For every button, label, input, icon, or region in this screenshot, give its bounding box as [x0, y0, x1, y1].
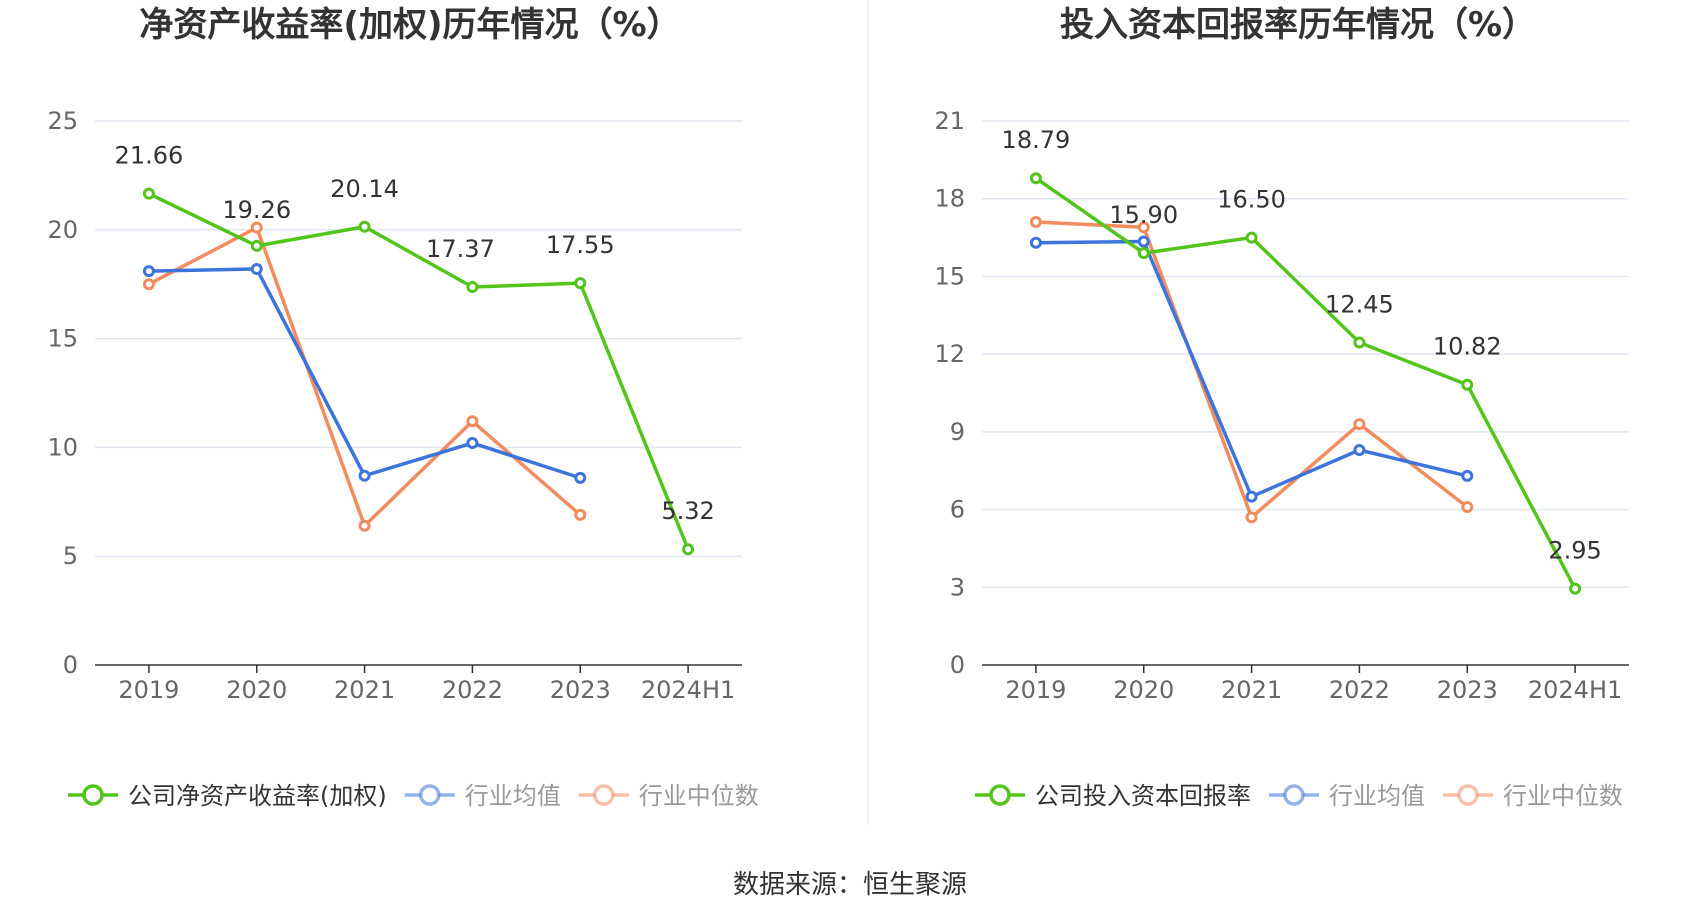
x-tick-label: 2024H1: [1528, 676, 1622, 704]
legend-label: 公司净资产收益率(加权): [128, 782, 387, 810]
data-point: [1029, 216, 1042, 229]
data-label: 19.26: [222, 196, 291, 224]
y-tick-label: 25: [47, 107, 78, 135]
y-tick-label: 18: [934, 185, 965, 213]
data-point: [1353, 443, 1366, 456]
data-point: [358, 220, 371, 233]
data-point: [250, 221, 263, 234]
x-tick-label: 2024H1: [641, 676, 735, 704]
data-point: [142, 265, 155, 278]
y-tick-label: 21: [934, 107, 965, 135]
data-point: [574, 277, 587, 290]
y-tick-label: 0: [63, 651, 78, 679]
data-point: [574, 508, 587, 521]
data-point: [574, 471, 587, 484]
legend-label: 行业均值: [1329, 782, 1425, 810]
data-point: [1245, 231, 1258, 244]
roe-chart-panel: 净资产收益率(加权)历年情况（%） 0 5 10 15 20 25 2019 2020 2021 2…: [47, 5, 758, 810]
series-line: [148, 267, 581, 480]
data-point: [142, 187, 155, 200]
data-point: [1137, 221, 1150, 234]
data-point: [466, 281, 479, 294]
data-label: 17.37: [426, 235, 495, 263]
data-point: [682, 543, 695, 556]
y-tick-label: 15: [934, 262, 965, 290]
legend: 公司投入资本回报率 行业均值 行业中位数: [975, 782, 1623, 810]
data-source-note: 数据来源：恒生聚源: [733, 870, 967, 900]
data-point: [1569, 582, 1582, 595]
data-label: 5.32: [661, 497, 714, 525]
legend-marker-icon: [82, 784, 104, 806]
y-tick-label: 6: [950, 496, 965, 524]
x-tick-label: 2019: [1005, 676, 1066, 704]
y-tick-label: 12: [934, 340, 965, 368]
data-point: [1461, 500, 1474, 513]
data-point: [1137, 247, 1150, 260]
x-tick-label: 2022: [442, 676, 503, 704]
data-label: 16.50: [1217, 186, 1286, 214]
data-label: 17.55: [546, 231, 615, 259]
y-tick-label: 20: [47, 216, 78, 244]
data-point: [1029, 172, 1042, 185]
y-tick-label: 0: [950, 651, 965, 679]
data-point: [466, 437, 479, 450]
series-line: [148, 192, 690, 550]
legend-label: 行业均值: [465, 782, 561, 810]
data-point: [358, 519, 371, 532]
data-point: [250, 239, 263, 252]
x-tick-label: 2023: [1437, 676, 1498, 704]
y-tick-label: 5: [63, 542, 78, 570]
data-point: [142, 278, 155, 291]
legend-label: 行业中位数: [1503, 782, 1623, 810]
x-tick-label: 2020: [226, 676, 287, 704]
legend-marker-icon: [989, 784, 1011, 806]
data-point: [1245, 490, 1258, 503]
data-point: [1461, 378, 1474, 391]
data-label: 2.95: [1548, 537, 1601, 565]
legend-label: 行业中位数: [639, 782, 759, 810]
legend-marker-icon: [1457, 784, 1479, 806]
data-label: 18.79: [1002, 126, 1071, 154]
data-point: [1137, 235, 1150, 248]
x-tick-label: 2020: [1113, 676, 1174, 704]
chart-title: 投入资本回报率历年情况（%）: [1060, 5, 1536, 45]
legend-marker-icon: [592, 784, 615, 806]
data-label: 15.90: [1109, 201, 1178, 229]
y-tick-label: 15: [47, 325, 78, 353]
x-tick-label: 2022: [1329, 676, 1390, 704]
roic-chart-panel: 投入资本回报率历年情况（%） 0 3 6 9 12 15 18 21 2019 2020 2021 20…: [934, 5, 1629, 810]
y-tick-label: 3: [950, 573, 965, 601]
y-tick-label: 9: [950, 418, 965, 446]
data-point: [1461, 469, 1474, 482]
data-label: 20.14: [330, 175, 399, 203]
data-point: [250, 262, 263, 275]
legend: 公司净资产收益率(加权) 行业均值 行业中位数: [68, 782, 759, 810]
y-tick-label: 10: [47, 433, 78, 461]
series-line: [1035, 220, 1469, 520]
legend-marker-icon: [418, 784, 441, 806]
chart-title: 净资产收益率(加权)历年情况（%）: [139, 5, 680, 45]
data-point: [1029, 236, 1042, 249]
x-tick-label: 2021: [1221, 676, 1282, 704]
data-point: [1353, 336, 1366, 349]
x-tick-label: 2021: [334, 676, 395, 704]
data-label: 12.45: [1325, 290, 1394, 318]
legend-label: 公司投入资本回报率: [1035, 782, 1251, 810]
data-point: [1245, 511, 1258, 524]
data-point: [358, 469, 371, 482]
x-tick-label: 2023: [550, 676, 611, 704]
data-label: 21.66: [115, 142, 184, 170]
series-line: [1034, 176, 1577, 590]
data-label: 10.82: [1433, 333, 1502, 361]
x-tick-label: 2019: [118, 676, 179, 704]
data-point: [466, 415, 479, 428]
legend-marker-icon: [1283, 784, 1305, 806]
data-point: [1353, 418, 1366, 431]
